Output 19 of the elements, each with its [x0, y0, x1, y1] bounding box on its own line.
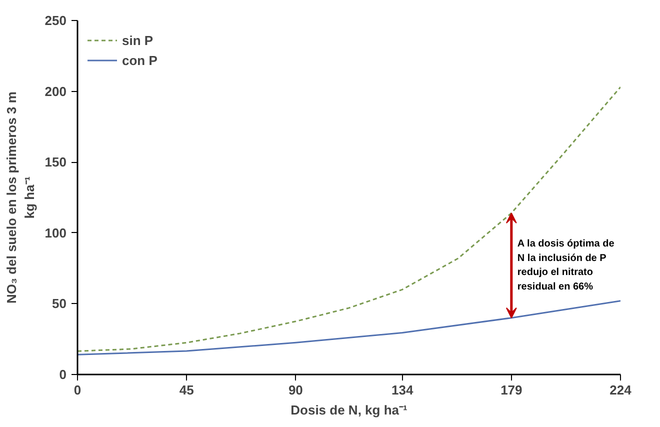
- y-tick-label: 250: [44, 13, 67, 28]
- x-tick-label: 179: [500, 382, 522, 398]
- legend-label: sin P: [122, 32, 154, 48]
- legend-label: con P: [122, 52, 158, 68]
- x-axis-title: Dosis de N, kg ha⁻¹: [290, 402, 408, 418]
- x-tick-label: 90: [288, 382, 303, 398]
- annotation: A la dosis óptima de N la inclusión de P redujo el nitrato residual en 66%: [517, 238, 615, 292]
- y-tick-label: 150: [44, 154, 67, 170]
- x-tick-label: 134: [391, 382, 414, 398]
- line-series: [78, 300, 620, 356]
- x-tick-label: 224: [610, 382, 632, 398]
- x-tick-label: 45: [179, 382, 194, 398]
- x-tick-label: 0: [74, 382, 82, 398]
- y-tick-label: 0: [59, 367, 67, 382]
- y-axis-title: NO₃ del suelo en los primeros 3 m kg ha⁻¹: [4, 92, 37, 304]
- line-series: [78, 86, 620, 352]
- y-tick-label: 100: [44, 225, 67, 240]
- y-tick-label: 50: [52, 296, 67, 312]
- y-tick-label: 200: [44, 84, 67, 99]
